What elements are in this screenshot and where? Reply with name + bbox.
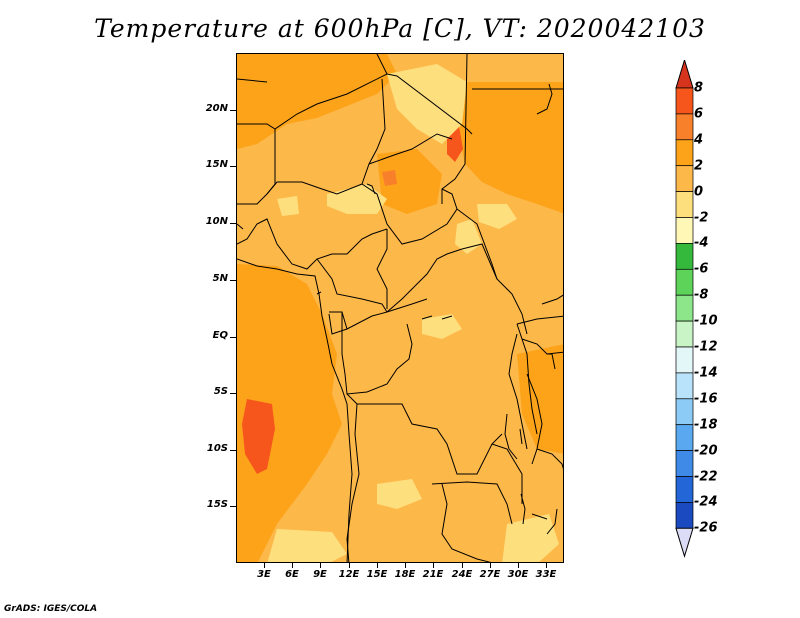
lat-label: EQ — [212, 330, 228, 341]
lon-label: 33E — [535, 569, 557, 580]
lon-label: 18E — [394, 569, 416, 580]
field-warm-nw — [237, 54, 397, 149]
footer-credit: GrADS: IGES/COLA — [4, 604, 98, 614]
lon-label: 3E — [257, 569, 271, 580]
lon-tick — [462, 563, 463, 568]
colorbar-bin — [675, 398, 694, 426]
lat-tick — [230, 337, 236, 338]
colorbar-bin — [675, 243, 694, 270]
lon-tick — [405, 563, 406, 568]
lat-label: 20N — [205, 103, 228, 114]
country-borders — [237, 54, 563, 562]
colorbar-label: -20 — [694, 443, 718, 459]
lat-label: 15S — [206, 499, 228, 510]
colorbar-label: -12 — [694, 339, 718, 355]
colorbar-bin — [675, 372, 694, 400]
lon-tick — [292, 563, 293, 568]
colorbar-label: 2 — [694, 158, 704, 174]
colorbar-label: 6 — [694, 106, 704, 122]
lon-label: 21E — [422, 569, 444, 580]
lat-label: 10S — [206, 443, 228, 454]
lat-tick — [230, 223, 236, 224]
lat-tick — [230, 280, 236, 281]
lon-label: 15E — [366, 569, 388, 580]
lon-label: 30E — [507, 569, 529, 580]
colorbar — [675, 60, 694, 559]
lon-tick — [518, 563, 519, 568]
colorbar-label: -14 — [694, 365, 718, 381]
colorbar-label: -2 — [694, 210, 709, 225]
field-cool-se — [502, 514, 559, 562]
field-hot-sw — [242, 399, 275, 474]
lon-label: 27E — [479, 569, 501, 580]
colorbar-label: -8 — [694, 287, 709, 303]
lat-label: 5S — [213, 386, 228, 397]
colorbar-bin — [675, 424, 694, 451]
lon-tick — [320, 563, 321, 568]
field-cool-w — [277, 196, 299, 216]
colorbar-label: -24 — [694, 494, 718, 510]
colorbar-bin — [675, 113, 694, 141]
colorbar-bin — [675, 346, 694, 374]
field-warm-ne — [459, 82, 563, 214]
coastlines — [237, 83, 563, 562]
field-cool-e — [477, 204, 517, 229]
lat-tick — [230, 110, 236, 111]
colorbar-label: -18 — [694, 417, 718, 433]
field-cool-s — [377, 479, 422, 509]
colorbar-arrow-top — [675, 60, 694, 89]
colorbar-bin — [675, 191, 694, 218]
field-cool-c1 — [422, 314, 462, 339]
lon-label: 12E — [338, 569, 360, 580]
field-cool-sw — [267, 529, 347, 562]
map-panel — [236, 53, 564, 563]
temperature-field — [237, 54, 563, 562]
colorbar-bin — [675, 217, 694, 244]
colorbar-label: -6 — [694, 261, 709, 277]
colorbar-bin — [675, 268, 694, 296]
lon-tick — [433, 563, 434, 568]
lon-tick — [264, 563, 265, 568]
lon-label: 9E — [313, 569, 327, 580]
lat-tick — [230, 166, 236, 167]
map-title: Temperature at 600hPa [C], VT: 202004210… — [94, 14, 706, 43]
lon-tick — [377, 563, 378, 568]
colorbar-label: 0 — [694, 184, 704, 200]
colorbar-label: 4 — [694, 132, 704, 148]
colorbar-bin — [675, 87, 694, 115]
colorbar-arrow-bottom — [675, 527, 694, 559]
colorbar-label: -10 — [694, 313, 718, 329]
colorbar-label: 8 — [694, 80, 704, 96]
colorbar-bin — [675, 450, 694, 477]
colorbar-bin — [675, 320, 694, 348]
lat-tick — [230, 506, 236, 507]
field-hot-sahel — [382, 170, 397, 186]
field-warm-west — [237, 264, 342, 562]
lat-label: 15N — [205, 159, 228, 170]
lon-label: 24E — [451, 569, 473, 580]
lon-tick — [490, 563, 491, 568]
lat-label: 5N — [212, 273, 228, 284]
field-warm-central — [377, 149, 442, 214]
colorbar-bin — [675, 476, 694, 503]
colorbar-label: -22 — [694, 469, 718, 484]
colorbar-bin — [675, 502, 694, 529]
lat-tick — [230, 393, 236, 394]
colorbar-label: -4 — [694, 235, 709, 251]
colorbar-bin — [675, 294, 694, 322]
lon-label: 6E — [285, 569, 299, 580]
colorbar-label: -16 — [694, 391, 718, 407]
colorbar-bin — [675, 139, 694, 167]
lon-tick — [546, 563, 547, 568]
lon-tick — [349, 563, 350, 568]
lat-label: 10N — [205, 216, 228, 227]
colorbar-label: -26 — [694, 520, 718, 536]
lat-tick — [230, 450, 236, 451]
colorbar-bin — [675, 165, 694, 192]
